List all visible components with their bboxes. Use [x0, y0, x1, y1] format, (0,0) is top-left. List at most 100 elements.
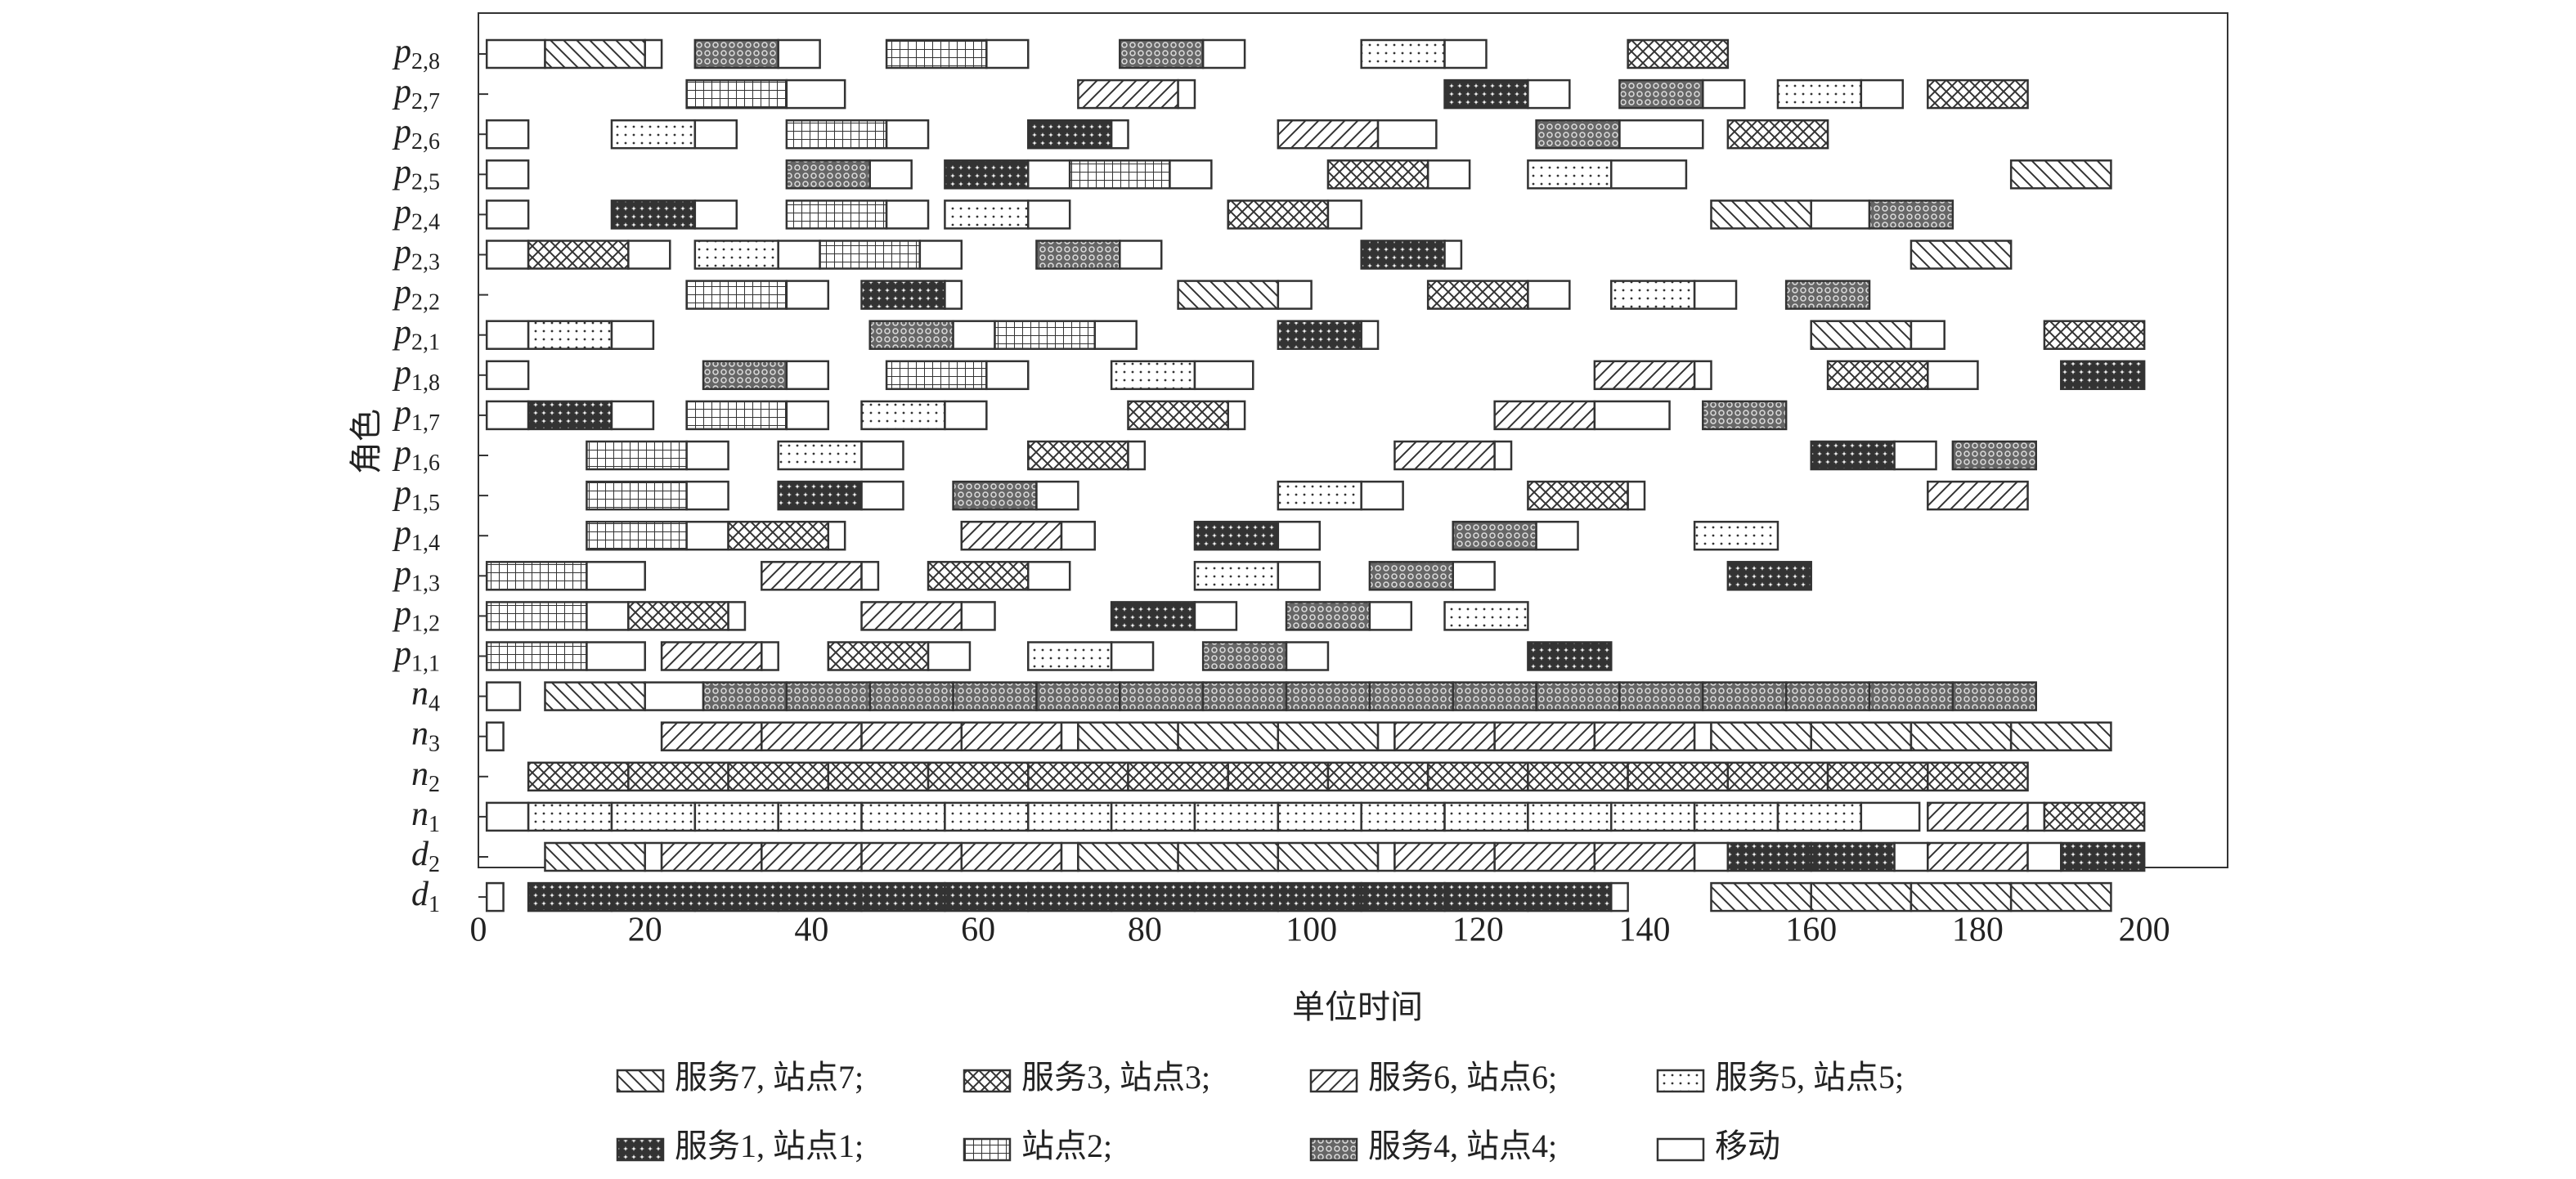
task-bar — [1527, 78, 1571, 110]
task-bar — [727, 601, 747, 631]
task-bar — [1027, 801, 1113, 832]
task-bar — [702, 360, 788, 391]
task-bar — [1810, 721, 1913, 751]
role-subscript: 2 — [429, 772, 440, 797]
task-bar — [785, 400, 830, 431]
task-bar — [944, 881, 1030, 912]
task-bar — [1527, 159, 1613, 190]
role-subscript: 1,3 — [411, 572, 440, 597]
task-bar — [761, 641, 779, 671]
task-bar — [960, 841, 1063, 872]
task-bar — [777, 801, 863, 832]
task-bar — [1693, 841, 1730, 872]
role-subscript: 1 — [429, 812, 440, 837]
task-bar — [485, 38, 546, 69]
task-bar — [944, 159, 1030, 190]
task-bar — [1535, 520, 1579, 551]
role-name: p — [392, 273, 411, 311]
task-bar — [985, 360, 1030, 391]
role-label: p2,2 — [392, 273, 440, 316]
task-bar — [1360, 881, 1446, 912]
task-bar — [1193, 360, 1254, 391]
role-name: n — [411, 715, 429, 752]
task-bar — [985, 38, 1030, 69]
task-bar — [868, 320, 954, 350]
task-bar — [1035, 240, 1121, 270]
task-bar — [1927, 360, 1979, 391]
task-bar — [1277, 801, 1362, 832]
role-label: p1,1 — [392, 634, 440, 677]
task-bar — [1493, 841, 1596, 872]
task-bar — [1060, 841, 1079, 872]
task-bar — [1710, 199, 1812, 230]
task-bar — [610, 199, 697, 230]
task-bar — [1110, 119, 1129, 150]
legend-swatch — [616, 1069, 665, 1093]
role-subscript: 2,2 — [411, 290, 440, 316]
task-bar — [1726, 761, 1829, 792]
task-bar — [485, 601, 588, 631]
task-bar — [1368, 601, 1413, 631]
task-bar — [1927, 761, 2029, 792]
task-bar — [785, 119, 888, 150]
task-bar — [1693, 721, 1712, 751]
task-bar — [1093, 320, 1138, 350]
task-bar — [1277, 841, 1380, 872]
task-bar — [1452, 561, 1496, 591]
task-bar — [1127, 440, 1147, 471]
role-name: p — [392, 193, 411, 231]
task-bar — [1201, 681, 1288, 711]
legend-label: 服务7, 站点7; — [675, 1059, 864, 1096]
task-bar — [1193, 881, 1280, 912]
task-bar — [527, 881, 613, 912]
task-bar — [644, 681, 705, 711]
role-name: p — [392, 33, 411, 70]
task-bar — [2043, 320, 2146, 350]
role-subscript: 4 — [429, 692, 440, 717]
task-bar — [761, 561, 863, 591]
role-subscript: 1,4 — [411, 531, 440, 557]
role-label: p2,6 — [392, 113, 440, 155]
task-bar — [1860, 801, 1921, 832]
role-label: d2 — [411, 836, 440, 878]
task-bar — [1360, 801, 1446, 832]
task-bar — [1810, 320, 1913, 350]
task-bar — [693, 119, 738, 150]
task-bar — [685, 280, 788, 310]
task-bar — [1326, 159, 1429, 190]
task-bar — [1951, 440, 2037, 471]
task-bar — [1527, 280, 1571, 310]
task-bar — [1077, 721, 1179, 751]
x-tick-label: 60 — [961, 912, 995, 949]
legend-swatch — [963, 1069, 1012, 1093]
task-bar — [1060, 520, 1096, 551]
role-label: p1,8 — [392, 353, 440, 396]
task-bar — [885, 360, 988, 391]
task-bar — [1810, 199, 1871, 230]
role-name: p — [392, 594, 411, 632]
legend-label: 服务4, 站点4; — [1368, 1127, 1557, 1164]
role-name: n — [411, 675, 429, 712]
task-bar — [1027, 440, 1129, 471]
task-bar — [1910, 881, 2013, 912]
role-label: n3 — [411, 715, 440, 757]
task-bar — [485, 641, 588, 671]
task-bar — [485, 681, 522, 711]
role-label: n2 — [411, 755, 440, 797]
task-bar — [868, 681, 954, 711]
task-bar — [952, 480, 1038, 511]
task-bar — [1277, 280, 1313, 310]
x-tick-label: 140 — [1619, 912, 1671, 949]
task-bar — [1776, 78, 1863, 110]
task-bar — [2026, 801, 2046, 832]
task-bar — [785, 78, 846, 110]
task-bar — [1277, 520, 1322, 551]
task-bar — [660, 641, 763, 671]
role-name: p — [392, 474, 411, 512]
task-bar — [785, 159, 871, 190]
task-bar — [485, 119, 530, 150]
task-bar — [1227, 199, 1330, 230]
task-bar — [1535, 681, 1621, 711]
task-bar — [727, 761, 830, 792]
task-bar — [544, 38, 646, 69]
